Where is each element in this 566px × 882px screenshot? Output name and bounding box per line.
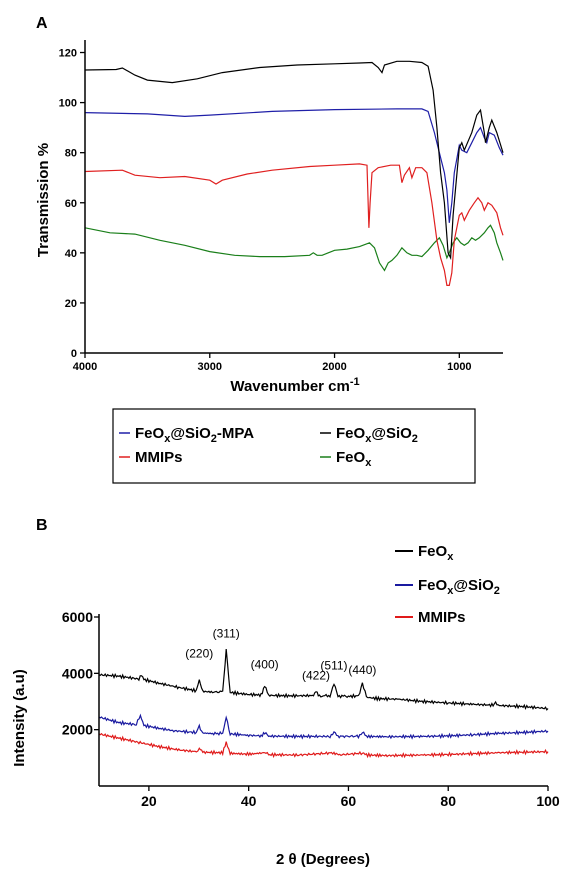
panel-a-y-tick-label: 0 <box>71 348 77 360</box>
panel-a-legend-label-feox: FeOx <box>336 449 372 469</box>
panel-a-y-axis-label: Transmission % <box>35 143 52 257</box>
panel-a-y-tick-label: 60 <box>65 198 77 210</box>
panel-b-y-tick-label: 2000 <box>62 722 93 738</box>
panel-b-chart: B 2000 4000 6000 20 40 60 80 100 (220)(311) (400… <box>11 517 560 868</box>
panel-b-peak-label: (220) <box>185 647 213 661</box>
panel-b-x-tick-label: 80 <box>440 793 456 809</box>
panel-b-y-tick-label: 4000 <box>62 665 93 681</box>
panel-b-x-tick-label: 40 <box>241 793 257 809</box>
panel-b-legend: FeOx FeOx@SiO2 MMIPs <box>395 543 500 626</box>
panel-b-peak-label: (422) <box>302 668 330 682</box>
panel-b-x-axis-label: 2 θ (Degrees) <box>276 851 370 868</box>
panel-b-legend-label-sio2: FeOx@SiO2 <box>418 577 500 597</box>
panel-b-x-tick-label: 100 <box>536 793 560 809</box>
panel-a-label: A <box>36 15 48 32</box>
panel-b-x-tick-label: 20 <box>141 793 157 809</box>
panel-a-x-tick-label: 3000 <box>198 361 222 373</box>
panel-b-series-sio2 <box>98 713 549 740</box>
panel-b-peak-label: (311) <box>213 627 240 641</box>
panel-b-peak-label: (400) <box>251 658 279 672</box>
panel-b-legend-label-mmips: MMIPs <box>418 609 466 626</box>
panel-a-y-tick-label: 100 <box>59 98 77 110</box>
panel-b-y-tick-label: 6000 <box>62 609 93 625</box>
panel-a-x-tick-label: 2000 <box>322 361 346 373</box>
panel-a-series-sio2 <box>84 60 504 261</box>
panel-a-legend-label-mmips: MMIPs <box>135 449 183 466</box>
panel-b-legend-label-feox: FeOx <box>418 543 454 563</box>
panel-a-chart: A 0 20 40 60 80 100 120 4000 3000 2000 1000 Transm… <box>35 15 504 484</box>
panel-b-series-feox <box>98 649 549 711</box>
panel-a-series-mmips <box>84 163 504 286</box>
panel-b-peak-label: (511) <box>320 659 347 673</box>
panel-a-legend-label-mpa: FeOx@SiO2-MPA <box>135 425 254 445</box>
panel-a-legend-box <box>112 408 476 484</box>
panel-b-x-tick-label: 60 <box>341 793 357 809</box>
panel-b-label: B <box>36 517 48 534</box>
panel-a-y-tick-label: 40 <box>65 248 77 260</box>
panel-a-x-axis-label: Wavenumber cm-1 <box>230 376 359 395</box>
panel-a-y-tick-label: 80 <box>65 148 77 160</box>
panel-a-y-tick-label: 120 <box>59 48 77 60</box>
panel-a-y-tick-label: 20 <box>65 298 77 310</box>
panel-b-series-mmips <box>98 732 549 759</box>
panel-a-x-tick-label: 1000 <box>447 361 471 373</box>
panel-a-legend: FeOx@SiO2-MPA FeOx@SiO2 MMIPs FeOx <box>119 425 418 469</box>
panel-a-series-feox <box>84 224 504 272</box>
panel-a-legend-label-sio2: FeOx@SiO2 <box>336 425 418 445</box>
panel-b-peak-label: (440) <box>348 663 376 677</box>
panel-b-y-axis-label: Intensity (a.u) <box>11 669 28 767</box>
panel-a-x-tick-label: 4000 <box>73 361 97 373</box>
